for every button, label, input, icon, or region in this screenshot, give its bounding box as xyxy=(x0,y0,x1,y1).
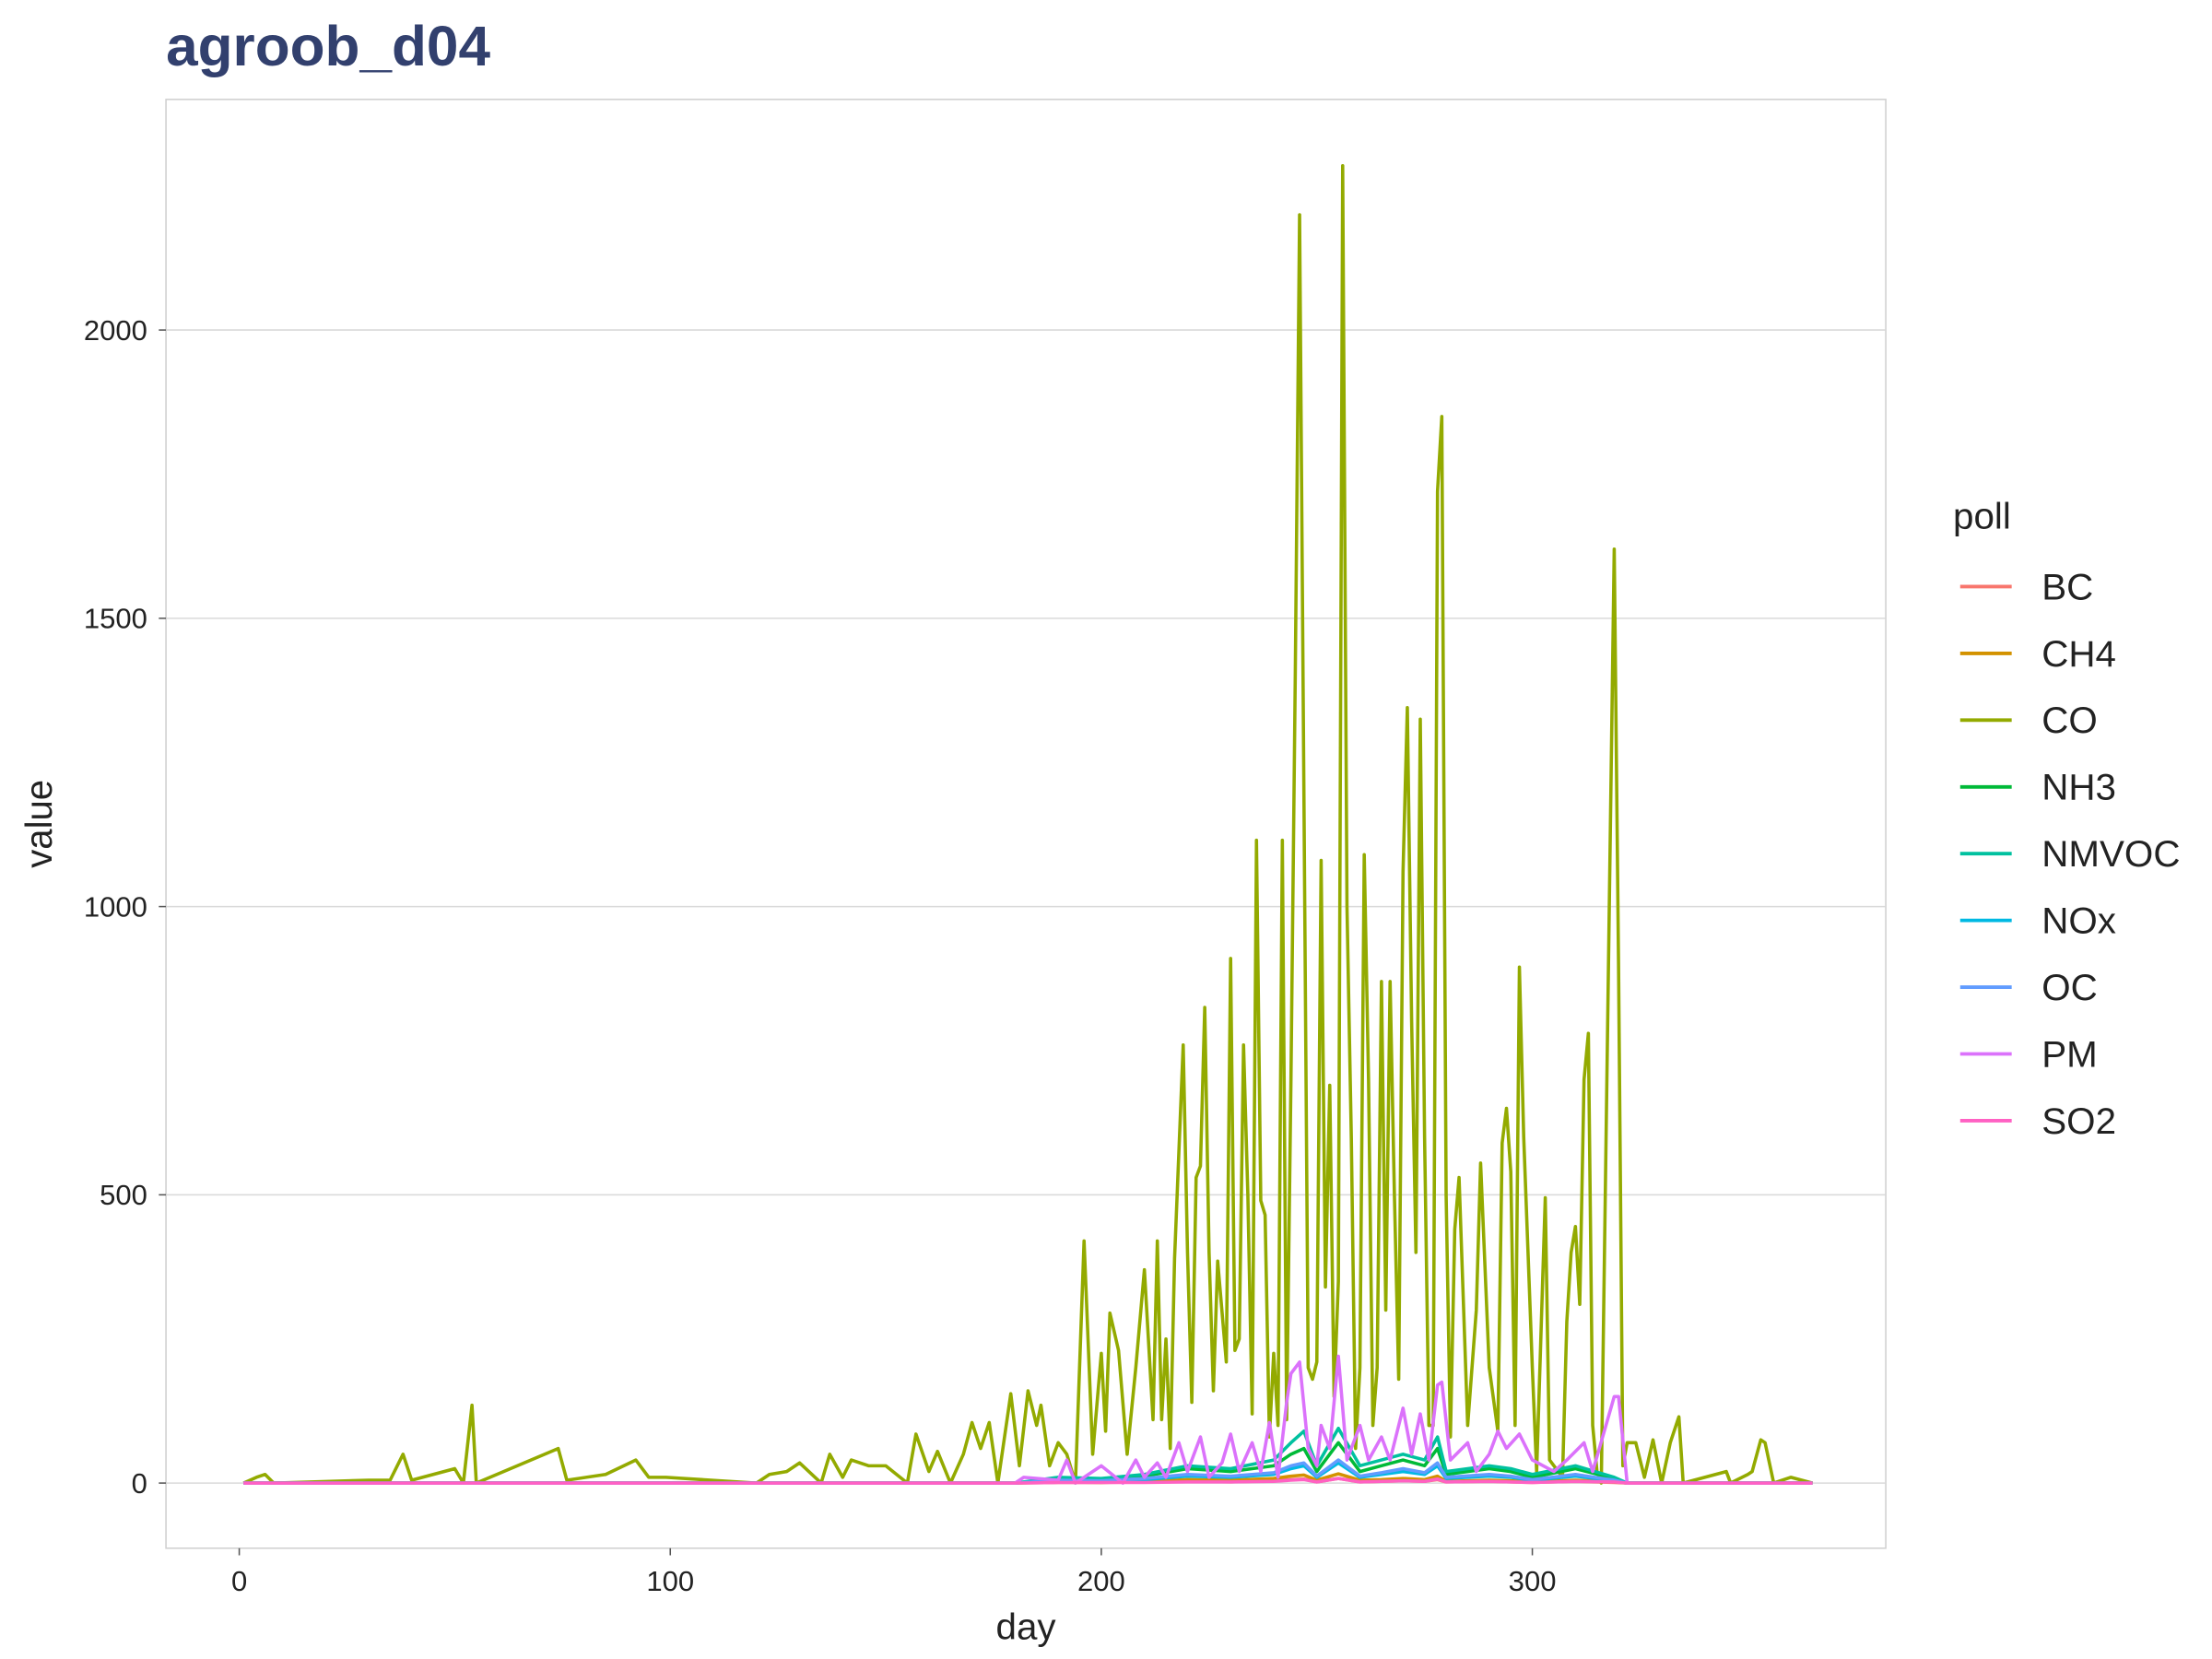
legend-label: NOx xyxy=(2041,900,2116,942)
y-tick-label: 0 xyxy=(132,1467,147,1500)
legend-label: CO xyxy=(2041,700,2098,741)
legend-label: NH3 xyxy=(2041,767,2116,808)
series-line xyxy=(243,1354,1813,1485)
legend-label: BC xyxy=(2041,566,2093,607)
legend-title: poll xyxy=(1953,495,2011,536)
legend-label: PM xyxy=(2041,1033,2098,1075)
legend-label: OC xyxy=(2041,967,2098,1008)
x-tick-label: 100 xyxy=(646,1565,694,1597)
y-tick-label: 1000 xyxy=(84,890,147,923)
series-line xyxy=(243,1477,1813,1485)
y-axis-label: value xyxy=(18,780,60,868)
y-tick-label: 1500 xyxy=(84,603,147,635)
x-axis-label: day xyxy=(996,1606,1057,1648)
chart-title: agroob_d04 xyxy=(166,15,490,78)
y-tick-label: 2000 xyxy=(84,314,147,347)
legend-label: SO2 xyxy=(2041,1100,2116,1142)
legend-label: NMVOC xyxy=(2041,833,2180,875)
x-tick-label: 200 xyxy=(1077,1565,1125,1597)
plot-area xyxy=(165,99,1887,1549)
x-tick-label: 0 xyxy=(231,1565,247,1597)
y-tick-label: 500 xyxy=(100,1179,147,1211)
series-line xyxy=(242,164,1814,1485)
legend-label: CH4 xyxy=(2041,633,2116,675)
x-tick-label: 300 xyxy=(1509,1565,1557,1597)
